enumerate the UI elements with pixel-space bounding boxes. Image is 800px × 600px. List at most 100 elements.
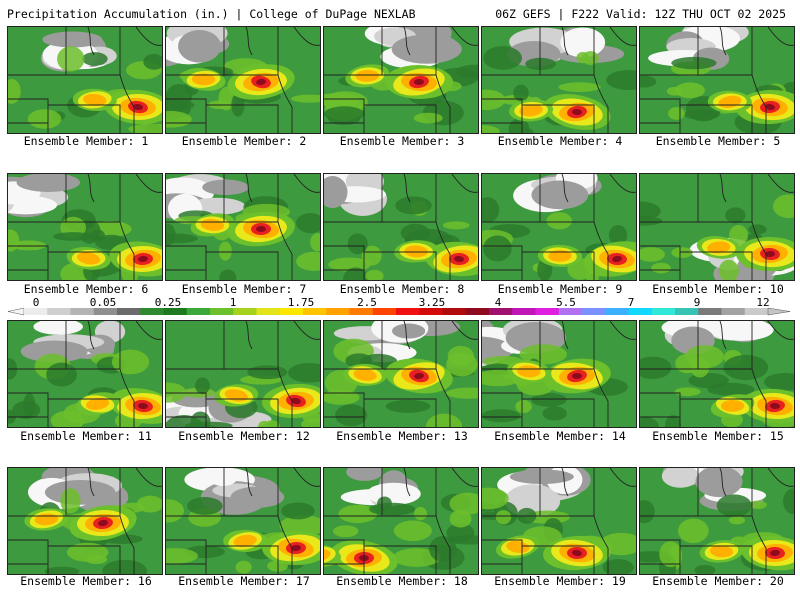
- colorbar-swatch: [628, 308, 653, 315]
- ensemble-map-panel: [639, 320, 795, 428]
- precip-field: [8, 174, 162, 280]
- precip-field: [324, 27, 478, 133]
- precip-field: [8, 321, 162, 427]
- colorbar-swatch: [535, 308, 560, 315]
- ensemble-member-label: Ensemble Member: 15: [652, 429, 784, 443]
- ensemble-map-panel: [323, 26, 479, 134]
- colorbar-swatch: [698, 308, 722, 315]
- ensemble-member-label: Ensemble Member: 14: [494, 429, 626, 443]
- ensemble-member-label: Ensemble Member: 20: [652, 574, 784, 588]
- colorbar-swatch: [186, 308, 211, 315]
- colorbar-tick-label: 0: [33, 296, 40, 309]
- colorbar-tick-label: 0.05: [90, 296, 117, 309]
- colorbar-tick-label: 1: [230, 296, 237, 309]
- precip-field: [166, 27, 320, 133]
- colorbar-swatch: [47, 308, 71, 315]
- colorbar-tick-label: 12: [756, 296, 769, 309]
- ensemble-map-panel: [323, 173, 479, 281]
- precip-field: [324, 174, 478, 280]
- precip-field: [482, 174, 636, 280]
- ensemble-member-label: Ensemble Member: 10: [652, 282, 784, 296]
- colorbar-swatch: [303, 308, 327, 315]
- colorbar: 0 0.05 0.25 1 1.75 2.5 3.25 4 5.5 7 9 12: [7, 296, 791, 316]
- ensemble-map-panel: [639, 26, 795, 134]
- colorbar-swatch: [349, 308, 374, 315]
- precip-field: [8, 468, 162, 574]
- precip-field: [482, 468, 636, 574]
- colorbar-swatch: [326, 308, 350, 315]
- ensemble-map-panel: [165, 26, 321, 134]
- ensemble-member-label: Ensemble Member: 8: [339, 282, 465, 296]
- colorbar-tick-label: 5.5: [556, 296, 576, 309]
- ensemble-member-label: Ensemble Member: 6: [23, 282, 149, 296]
- ensemble-member-label: Ensemble Member: 13: [336, 429, 468, 443]
- colorbar-swatch: [140, 308, 164, 315]
- ensemble-member-label: Ensemble Member: 2: [181, 134, 307, 148]
- ensemble-member-label: Ensemble Member: 9: [497, 282, 623, 296]
- colorbar-tick-label: 1.75: [288, 296, 315, 309]
- colorbar-swatch: [675, 308, 699, 315]
- precip-field: [324, 321, 478, 427]
- colorbar-swatch: [233, 308, 257, 315]
- ensemble-map-panel: [165, 467, 321, 575]
- colorbar-swatch: [512, 308, 536, 315]
- colorbar-swatch: [279, 308, 304, 315]
- run-info: 06Z GEFS | F222 Valid: 12Z THU OCT 02 20…: [495, 7, 786, 21]
- colorbar-swatch: [605, 308, 629, 315]
- colorbar-swatch: [442, 308, 467, 315]
- ensemble-member-label: Ensemble Member: 18: [336, 574, 468, 588]
- ensemble-member-label: Ensemble Member: 16: [20, 574, 152, 588]
- colorbar-swatch: [163, 308, 188, 315]
- colorbar-tick-label: 2.5: [357, 296, 377, 309]
- colorbar-swatch: [117, 308, 141, 315]
- ensemble-member-label: Ensemble Member: 19: [494, 574, 626, 588]
- ensemble-member-label: Ensemble Member: 4: [497, 134, 623, 148]
- colorbar-min-arrow: [7, 307, 25, 316]
- ensemble-map-panel: [7, 173, 163, 281]
- colorbar-tick-label: 3.25: [419, 296, 446, 309]
- precip-field: [640, 321, 794, 427]
- colorbar-max-arrow: [767, 307, 791, 316]
- ensemble-map-panel: [323, 467, 479, 575]
- precip-field: [640, 174, 794, 280]
- ensemble-member-label: Ensemble Member: 3: [339, 134, 465, 148]
- precip-field: [482, 27, 636, 133]
- colorbar-tick-label: 4: [495, 296, 502, 309]
- precip-field: [640, 468, 794, 574]
- ensemble-member-label: Ensemble Member: 7: [181, 282, 307, 296]
- colorbar-swatch: [744, 308, 769, 315]
- ensemble-map-panel: [481, 467, 637, 575]
- colorbar-swatch: [210, 308, 234, 315]
- ensemble-map-panel: [481, 320, 637, 428]
- precip-field: [166, 321, 320, 427]
- precip-field: [640, 27, 794, 133]
- precip-field: [482, 321, 636, 427]
- colorbar-swatch: [558, 308, 583, 315]
- colorbar-swatch: [489, 308, 513, 315]
- precip-field: [166, 468, 320, 574]
- precip-field: [8, 27, 162, 133]
- precip-field: [324, 468, 478, 574]
- ensemble-member-label: Ensemble Member: 1: [23, 134, 149, 148]
- colorbar-swatch: [372, 308, 397, 315]
- ensemble-member-label: Ensemble Member: 17: [178, 574, 310, 588]
- colorbar-swatch: [465, 308, 490, 315]
- colorbar-swatch: [396, 308, 420, 315]
- colorbar-swatch: [70, 308, 95, 315]
- colorbar-swatch: [651, 308, 676, 315]
- ensemble-map-panel: [165, 173, 321, 281]
- ensemble-member-label: Ensemble Member: 12: [178, 429, 310, 443]
- ensemble-member-label: Ensemble Member: 11: [20, 429, 152, 443]
- ensemble-map-panel: [481, 26, 637, 134]
- colorbar-tick-label: 0.25: [155, 296, 182, 309]
- ensemble-map-panel: [7, 467, 163, 575]
- colorbar-swatch: [582, 308, 606, 315]
- colorbar-swatch: [419, 308, 443, 315]
- colorbar-swatch: [256, 308, 281, 315]
- colorbar-tick-label: 7: [628, 296, 635, 309]
- ensemble-map-panel: [639, 467, 795, 575]
- precip-field: [166, 174, 320, 280]
- colorbar-tick-label: 9: [694, 296, 701, 309]
- map-title: Precipitation Accumulation (in.) | Colle…: [7, 7, 416, 21]
- ensemble-map-panel: [7, 320, 163, 428]
